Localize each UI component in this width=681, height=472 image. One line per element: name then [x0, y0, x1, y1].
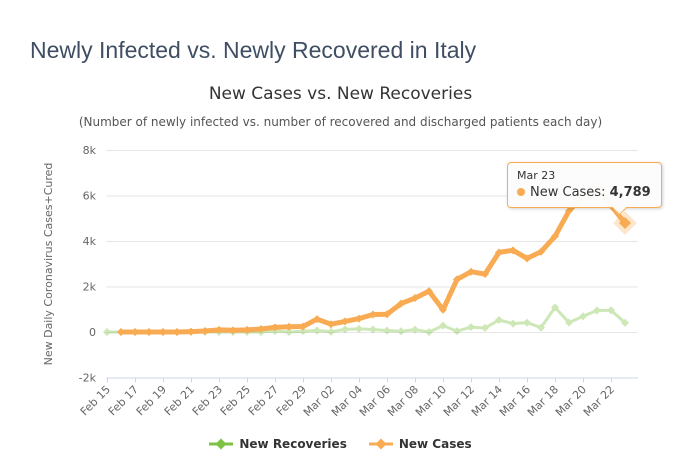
svg-text:Feb 23: Feb 23 [190, 383, 225, 418]
recoveries-legend-marker-icon [209, 438, 234, 450]
chart-title: New Cases vs. New Recoveries [208, 84, 473, 104]
legend-label: New Cases [398, 437, 472, 451]
series-dot-icon [517, 188, 525, 196]
page-title: Newly Infected vs. Newly Recovered in It… [30, 37, 477, 64]
svg-text:-2k: -2k [79, 372, 97, 385]
svg-text:Mar 22: Mar 22 [581, 383, 617, 419]
svg-text:Feb 17: Feb 17 [106, 383, 141, 418]
y-axis-labels: 8k 6k 4k 2k 0 -2k [79, 144, 97, 385]
x-axis [106, 377, 638, 383]
tooltip-row: New Cases: 4,789 [517, 185, 651, 200]
tooltip-value: 4,789 [609, 185, 651, 200]
svg-text:Feb 19: Feb 19 [134, 383, 169, 418]
highlighted-point[interactable] [613, 211, 637, 236]
tooltip-series-label: New Cases: [530, 185, 606, 200]
tooltip-date: Mar 23 [517, 169, 556, 182]
chart-subtitle: (Number of newly infected vs. number of … [78, 115, 603, 129]
svg-text:Feb 27: Feb 27 [246, 383, 281, 418]
svg-text:6k: 6k [83, 190, 97, 203]
svg-text:Feb 15: Feb 15 [78, 383, 113, 418]
chart-tooltip: Mar 23 New Cases: 4,789 [507, 162, 662, 216]
svg-text:8k: 8k [83, 144, 97, 157]
chart-legend: New Recoveries New Cases [0, 437, 681, 451]
series-new-cases[interactable] [117, 178, 629, 336]
y-axis-title: New Daily Coronavirus Cases+Cured [42, 163, 55, 366]
legend-item-new-cases[interactable]: New Cases [368, 437, 472, 451]
legend-label: New Recoveries [239, 437, 347, 451]
svg-text:4k: 4k [83, 235, 97, 248]
legend-item-new-recoveries[interactable]: New Recoveries [209, 437, 347, 451]
svg-text:0: 0 [89, 326, 96, 339]
svg-text:2k: 2k [83, 281, 97, 294]
cases-legend-marker-icon [368, 438, 393, 450]
svg-text:Feb 21: Feb 21 [162, 383, 197, 418]
svg-text:Feb 25: Feb 25 [218, 383, 253, 418]
